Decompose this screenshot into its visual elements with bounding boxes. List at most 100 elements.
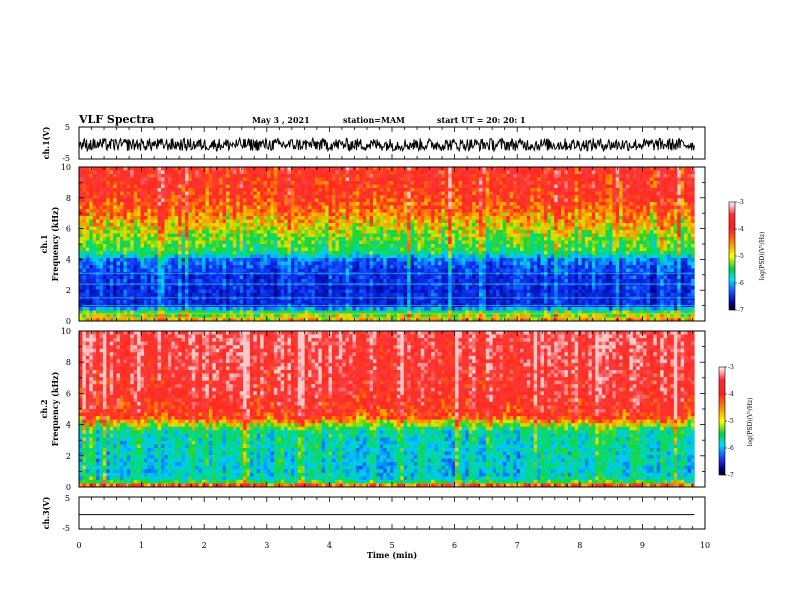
ch1-spectrogram-cell <box>198 198 203 203</box>
ch1-spectrogram-cell <box>137 170 141 175</box>
ch1-spectrogram-cell <box>390 230 394 234</box>
ch1-spectrogram-cell <box>489 205 493 210</box>
ch1-spectrogram-cell <box>636 205 640 210</box>
ch1-spectrogram-cell <box>369 177 374 182</box>
ch1-spectrogram-cell <box>304 226 309 231</box>
ch1-spectrogram-cell <box>79 244 83 248</box>
ch1-spectrogram-cell <box>113 258 117 262</box>
ch1-spectrogram-cell <box>184 244 189 248</box>
ch1-spectrogram-cell <box>441 167 446 171</box>
ch1-spectrogram-cell <box>349 254 353 259</box>
ch1-spectrogram-cell <box>608 226 613 231</box>
ch1-spectrogram-cell <box>243 198 247 203</box>
ch1-spectrogram-cell <box>533 219 538 224</box>
ch1-spectrogram-cell <box>123 177 128 182</box>
ch1-spectrogram-cell <box>263 170 268 175</box>
ch1-spectrogram-cell <box>520 226 524 231</box>
ch1-spectrogram-cell <box>89 258 93 262</box>
ch1-spectrogram-cell <box>167 174 172 178</box>
ch1-spectrogram-cell <box>379 216 384 220</box>
ch1-spectrogram-cell <box>591 177 596 182</box>
ch1-spectrogram-cell <box>492 177 497 182</box>
ch1-spectrogram-cell <box>557 254 562 259</box>
ch1-spectrogram-cell <box>106 219 111 224</box>
ch1-spectrogram-cell <box>612 212 617 217</box>
ch1-spectrogram-cell <box>171 167 176 171</box>
ch1-spectrogram-cell <box>400 202 405 206</box>
ch1-spectrogram-cell <box>602 209 606 213</box>
ch1-spectrogram-cell <box>667 258 671 262</box>
ch1-spectrogram-cell <box>369 233 374 238</box>
ch1-spectrogram-cell <box>660 177 664 182</box>
ch1-spectrogram-cell <box>684 202 688 206</box>
ch1-spectrogram-cell <box>625 202 630 206</box>
ch1-spectrogram-cell <box>181 167 186 171</box>
ch1-spectrogram-cell <box>137 191 141 196</box>
ch1-spectrogram-cell <box>516 181 521 185</box>
ch1-spectrogram-cell <box>448 258 452 262</box>
ch1-spectrogram-cell <box>441 230 446 234</box>
ch1-spectrogram-cell <box>181 258 186 262</box>
ch1-spectrogram-cell <box>184 247 189 252</box>
ch1-spectrogram-cell <box>581 184 586 189</box>
ch1-spectrogram-cell <box>663 251 668 255</box>
ch1-spectrogram-cell <box>496 209 500 213</box>
ch1-spectrogram-cell <box>359 230 364 234</box>
ch1-spectrogram-cell <box>478 244 483 248</box>
ch1-spectrogram-cell <box>116 202 121 206</box>
ch1-spectrogram-cell <box>554 184 558 189</box>
ch1-spectrogram-cell <box>420 195 425 199</box>
ch1-spectrogram-cell <box>208 188 213 192</box>
ch1-spectrogram-cell <box>554 216 558 220</box>
ch1-spectrogram-cell <box>126 230 131 234</box>
ch1-spectrogram-cell <box>226 191 230 196</box>
ch1-spectrogram-cell <box>581 191 586 196</box>
ch1-spectrogram-cell <box>263 188 268 192</box>
ch1-spectrogram-cell <box>690 212 695 217</box>
ch1-spectrogram-cell <box>133 261 138 266</box>
ch1-spectrogram-cell <box>355 205 360 210</box>
ch1-spectrogram-cell <box>280 258 285 262</box>
ch1-spectrogram-cell <box>414 233 418 238</box>
ch1-spectrogram-cell <box>667 205 671 210</box>
ch1-spectrogram-cell <box>513 247 517 252</box>
ch1-spectrogram-cell <box>417 251 422 255</box>
ch1-spectrogram-cell <box>526 170 531 175</box>
ch1-spectrogram-cell <box>670 167 675 171</box>
ch1-spectrogram-cell <box>109 237 114 241</box>
ch1-spectrogram-cell <box>212 202 217 206</box>
ch1-spectrogram-cell <box>492 191 497 196</box>
ch1-spectrogram-cell <box>485 167 490 171</box>
ch1-spectrogram-cell <box>636 230 640 234</box>
ch1-spectrogram-cell <box>684 184 688 189</box>
ch1-spectrogram-cell <box>499 254 504 259</box>
ch1-spectrogram-cell <box>335 188 340 192</box>
ch1-spectrogram-cell <box>120 170 124 175</box>
ch1-spectrogram-cell <box>502 205 507 210</box>
ch1-spectrogram-cell <box>99 254 104 259</box>
ch1-spectrogram-cell <box>578 237 582 241</box>
ch1-spectrogram-cell <box>424 230 428 234</box>
ch1-spectrogram-cell <box>547 167 552 171</box>
ch1-spectrogram-cell <box>123 181 128 185</box>
ch1-spectrogram-cell <box>355 233 360 238</box>
ch1-spectrogram-cell <box>171 202 176 206</box>
ch1-spectrogram-cell <box>684 191 688 196</box>
ch1-spectrogram-cell <box>355 170 360 175</box>
ch1-spectrogram-cell <box>167 219 172 224</box>
ch1-spectrogram-cell <box>263 233 268 238</box>
ch1-spectrogram-cell <box>308 209 312 213</box>
ch1-spectrogram-cell <box>270 170 275 175</box>
ch1-spectrogram-cell <box>126 198 131 203</box>
ch1-spectrogram-cell <box>246 209 251 213</box>
ch1-spectrogram-cell <box>120 188 124 192</box>
ch1-spectrogram-cell <box>414 219 418 224</box>
ch1-spectrogram-cell <box>513 251 517 255</box>
ch1-spectrogram-cell <box>174 216 179 220</box>
ch1-spectrogram-cell <box>294 195 299 199</box>
ch1-spectrogram-cell <box>554 191 558 196</box>
ch1-spectrogram-cell <box>236 167 240 171</box>
ch1-spectrogram-cell <box>506 202 511 206</box>
ch1-spectrogram-cell <box>109 216 114 220</box>
ch1-spectrogram-cell <box>301 237 305 241</box>
